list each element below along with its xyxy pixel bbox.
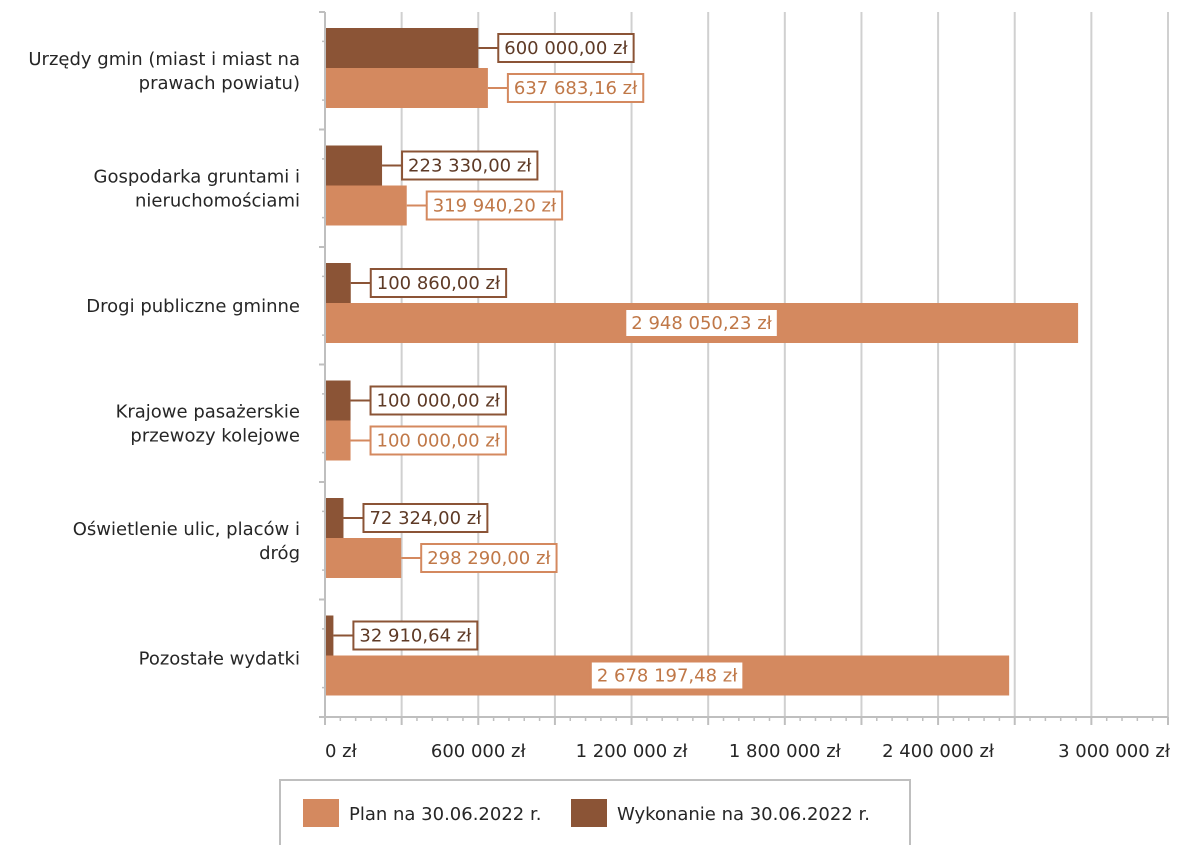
bar (326, 420, 351, 461)
data-label: 72 324,00 zł (369, 508, 482, 529)
legend-swatch (303, 799, 339, 827)
category-label: Gospodarka gruntami i nieruchomościami (94, 166, 300, 211)
bar (326, 145, 383, 186)
data-label-box (506, 73, 645, 103)
data-label: 100 000,00 zł (377, 391, 501, 412)
data-label: 100 860,00 zł (377, 273, 501, 294)
data-label-box (362, 503, 489, 533)
category-label: Pozostałe wydatki (139, 648, 300, 669)
category-label: Urzędy gmin (miast i miast na prawach pow… (28, 49, 300, 94)
data-label: 637 683,16 zł (514, 78, 638, 99)
bars (326, 28, 1079, 696)
data-label-box (425, 190, 564, 221)
legend: Plan na 30.06.2022 r. Wykonanie na 30.06.… (279, 779, 911, 845)
data-label-box (589, 660, 745, 691)
data-label: 298 290,00 zł (427, 548, 551, 569)
data-label: 2 678 197,48 zł (597, 666, 738, 687)
data-label: 600 000,00 zł (504, 38, 628, 59)
bar (326, 28, 479, 68)
data-label: 223 330,00 zł (408, 156, 532, 177)
legend-swatch (571, 799, 607, 827)
data-label-box (352, 620, 479, 651)
category-label-line: Krajowe pasażerskie (116, 401, 300, 422)
data-label-box (369, 268, 508, 298)
x-tick-label: 2 400 000 zł (882, 741, 995, 762)
data-labels: 600 000,00 zł 637 683,16 zł 223 330,00 zł 3… (333, 33, 779, 691)
data-label-box (401, 150, 539, 181)
category-label-line: Drogi publiczne gminne (86, 296, 300, 317)
data-label-box (420, 543, 558, 573)
gridlines (400, 12, 1169, 717)
category-label-line: Gospodarka gruntami i (94, 166, 300, 187)
bar (326, 538, 402, 578)
category-label-line: Oświetlenie ulic, placów i (73, 519, 300, 540)
category-label-line: prawach powiatu) (139, 73, 300, 94)
bar (326, 380, 351, 421)
x-tick-label: 3 000 000 zł (1058, 741, 1171, 762)
data-label-box (369, 385, 507, 416)
data-label: 32 910,64 zł (359, 626, 472, 647)
x-tick-label: 1 800 000 zł (729, 741, 842, 762)
bar (326, 185, 407, 226)
legend-label: Plan na 30.06.2022 r. (349, 804, 541, 825)
data-label: 100 000,00 zł (377, 431, 501, 452)
category-label: Oświetlenie ulic, placów i dróg (73, 519, 300, 564)
bar (326, 615, 334, 656)
data-label-box (624, 308, 779, 338)
x-tick-label: 600 000 zł (431, 741, 527, 762)
legend-label: Wykonanie na 30.06.2022 r. (617, 804, 870, 825)
category-label-line: Pozostałe wydatki (139, 648, 300, 669)
x-tick-labels: 0 zł 600 000 zł 1 200 000 zł 1 800 000 zł 2 … (325, 741, 1171, 762)
category-label-line: dróg (259, 543, 300, 564)
category-label-line: przewozy kolejowe (130, 425, 300, 446)
bar (326, 498, 344, 538)
data-label: 2 948 050,23 zł (631, 313, 772, 334)
data-label-box (497, 33, 635, 63)
x-tick-label: 0 zł (325, 741, 358, 762)
x-tick-label: 1 200 000 zł (576, 741, 689, 762)
bar (326, 263, 351, 303)
category-label: Krajowe pasażerskie przewozy kolejowe (116, 401, 300, 446)
category-labels: Urzędy gmin (miast i miast na prawach pow… (28, 49, 300, 670)
bar (326, 68, 488, 108)
data-label: 319 940,20 zł (433, 196, 557, 217)
category-label-line: Urzędy gmin (miast i miast na (28, 49, 300, 70)
category-label: Drogi publiczne gminne (86, 296, 300, 317)
data-label-box (369, 425, 507, 456)
axes (319, 11, 1169, 725)
category-label-line: nieruchomościami (135, 190, 300, 211)
